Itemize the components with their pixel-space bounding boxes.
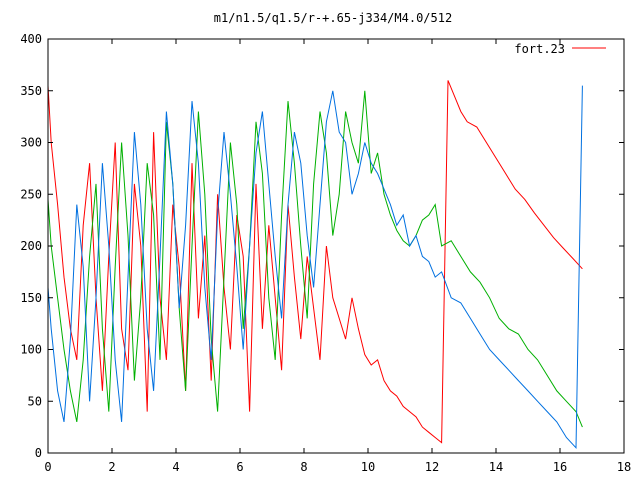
- series-line-fort-23: [47, 80, 583, 444]
- x-tick-label-10: 10: [361, 460, 375, 474]
- y-tick-label-200: 200: [20, 239, 42, 253]
- y-tick-label-0: 0: [35, 446, 42, 460]
- x-tick-label-14: 14: [489, 460, 503, 474]
- x-tick-label-18: 18: [617, 460, 631, 474]
- y-axis: 0 50 100 150 200 250 300 350 400: [20, 32, 624, 460]
- x-tick-label-16: 16: [553, 460, 567, 474]
- legend-label-fort23: fort.23: [514, 42, 565, 56]
- y-tick-label-150: 150: [20, 291, 42, 305]
- legend: fort.23: [514, 42, 606, 56]
- y-tick-label-50: 50: [28, 394, 42, 408]
- x-tick-label-8: 8: [300, 460, 307, 474]
- plot-series-group: [47, 80, 583, 450]
- x-tick-label-2: 2: [108, 460, 115, 474]
- plot-frame: [47, 38, 625, 454]
- y-tick-label-250: 250: [20, 187, 42, 201]
- series-line-2: [47, 85, 583, 450]
- chart-title: m1/n1.5/q1.5/r-+.65-j334/M4.0/512: [214, 11, 452, 25]
- y-tick-label-350: 350: [20, 84, 42, 98]
- y-tick-label-400: 400: [20, 32, 42, 46]
- x-tick-label-12: 12: [425, 460, 439, 474]
- y-tick-label-100: 100: [20, 343, 42, 357]
- y-tick-label-300: 300: [20, 136, 42, 150]
- x-tick-label-6: 6: [236, 460, 243, 474]
- series-line-1: [47, 90, 583, 428]
- x-tick-label-4: 4: [172, 460, 179, 474]
- x-axis: 0 2 4 6 8 10 12 14 16 18: [44, 39, 631, 474]
- x-tick-label-0: 0: [44, 460, 51, 474]
